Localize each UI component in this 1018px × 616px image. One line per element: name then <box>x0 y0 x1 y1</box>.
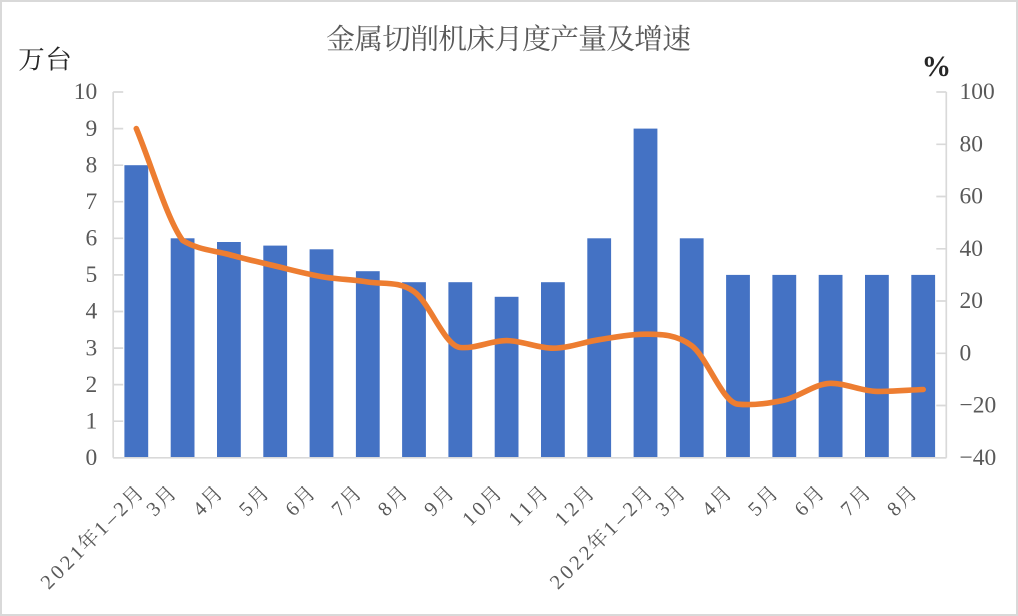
svg-text:10: 10 <box>74 79 98 105</box>
svg-text:100: 100 <box>960 79 995 105</box>
svg-text:−20: −20 <box>960 393 997 419</box>
svg-text:20: 20 <box>960 288 984 314</box>
svg-text:2: 2 <box>86 372 98 398</box>
svg-text:80: 80 <box>960 132 984 158</box>
svg-text:−40: −40 <box>960 445 997 471</box>
svg-text:7: 7 <box>86 189 98 215</box>
svg-text:3: 3 <box>86 335 98 361</box>
svg-text:%: % <box>922 51 952 83</box>
svg-text:9: 9 <box>86 116 98 142</box>
svg-text:60: 60 <box>960 184 984 210</box>
svg-text:0: 0 <box>960 341 972 367</box>
svg-text:8: 8 <box>86 152 98 178</box>
svg-text:0: 0 <box>86 445 98 471</box>
svg-text:1: 1 <box>86 408 98 434</box>
svg-text:4: 4 <box>86 299 98 325</box>
svg-text:6: 6 <box>86 226 98 252</box>
svg-text:5: 5 <box>86 262 98 288</box>
svg-text:40: 40 <box>960 236 984 262</box>
